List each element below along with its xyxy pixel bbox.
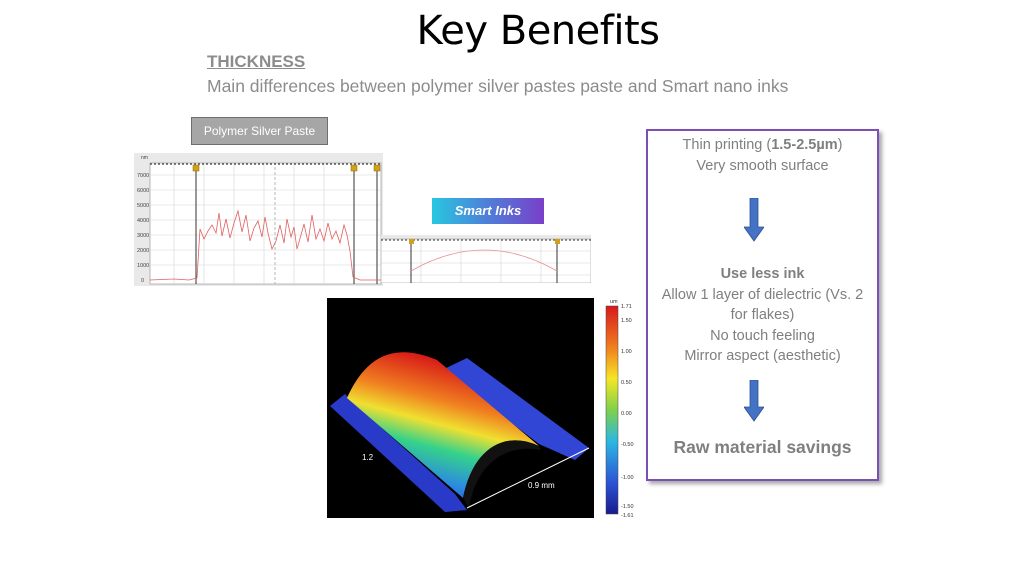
surface-3d-image: 0.9 mm 1.2: [327, 298, 594, 518]
colorbar-tick: -1.61: [621, 513, 634, 519]
height-colorbar: um 1.71 1.50 1.00 0.50 0.00 -0.50 -1.00 …: [605, 299, 634, 519]
polymer-profile-chart: nm 7000 6000 5000 4000 3000 2000 1000 0: [134, 153, 383, 286]
ridge-end-shadow: [463, 440, 541, 508]
thin-printing-prefix: Thin printing (: [682, 137, 772, 153]
chart-plot-area: [381, 238, 591, 283]
benefits-box: Thin printing (1.5-2.5µm) Very smooth su…: [646, 129, 879, 481]
colorbar-tick: 1.71: [621, 304, 632, 310]
colorbar-tick: 0.50: [621, 380, 632, 386]
colorbar-tick: 1.50: [621, 318, 632, 324]
colorbar-tick: 0.00: [621, 411, 632, 417]
polymer-profile-trace: [149, 209, 381, 281]
slide-subtitle: Main differences between polymer silver …: [207, 76, 789, 96]
thin-printing-line: Thin printing (1.5-2.5µm): [648, 135, 877, 155]
mirror-aspect-line: Mirror aspect (aesthetic): [684, 348, 841, 364]
substrate-right: [442, 358, 589, 460]
polymer-paste-label: Polymer Silver Paste: [191, 117, 328, 145]
substrate-left: [330, 394, 467, 512]
down-arrow-icon: [744, 380, 764, 422]
thin-printing-suffix: ): [837, 137, 843, 153]
cursor-lines: [195, 167, 378, 284]
smart-ink-profile-trace: [410, 249, 558, 272]
chart-grid: [381, 239, 591, 283]
colorbar-tick: 1.00: [621, 349, 632, 355]
y-tick: 7000: [137, 173, 149, 179]
down-arrow-icon: [744, 198, 764, 242]
cursor-markers: [192, 164, 381, 172]
colorbar-tick: -1.50: [621, 504, 634, 510]
y-tick: 6000: [137, 188, 149, 194]
dielectric-line-2: for flakes): [730, 307, 795, 323]
ridge-surface: [347, 352, 539, 498]
y-tick: 1000: [137, 263, 149, 269]
colorbar-ticks: 1.71 1.50 1.00 0.50 0.00 -0.50 -1.00 -1.…: [621, 304, 634, 519]
colorbar-tick: -1.00: [621, 475, 634, 481]
savings-line: Raw material savings: [673, 437, 852, 457]
no-touch-line: No touch feeling: [710, 328, 815, 344]
cursor-markers: [409, 239, 560, 244]
smart-ink-profile-chart: [381, 235, 591, 283]
y-tick-labels: 7000 6000 5000 4000 3000 2000 1000 0: [137, 173, 149, 284]
y-tick: 2000: [137, 248, 149, 254]
y-tick: 5000: [137, 203, 149, 209]
dielectric-line-1: Allow 1 layer of dielectric (Vs. 2: [661, 287, 864, 303]
y-tick: 4000: [137, 218, 149, 224]
section-heading: THICKNESS: [207, 52, 306, 71]
thickness-value: 1.5-2.5µm: [771, 137, 838, 153]
width-label: 0.9 mm: [528, 481, 555, 490]
unit-label: nm: [141, 155, 148, 161]
smart-inks-label: Smart Inks: [432, 198, 544, 224]
colorbar-tick: -0.50: [621, 442, 634, 448]
colorbar-gradient: [605, 305, 619, 515]
colorbar-unit: um: [610, 299, 618, 305]
y-tick: 0: [141, 278, 144, 284]
y-tick: 3000: [137, 233, 149, 239]
use-less-ink-line: Use less ink: [720, 266, 805, 282]
width-axis: [466, 447, 590, 509]
chart-plot-area: [149, 162, 382, 285]
smooth-surface-line: Very smooth surface: [696, 158, 829, 174]
cursor-lines: [410, 242, 558, 283]
slide-title: Key Benefits: [416, 8, 660, 54]
length-label: 1.2: [362, 453, 374, 462]
